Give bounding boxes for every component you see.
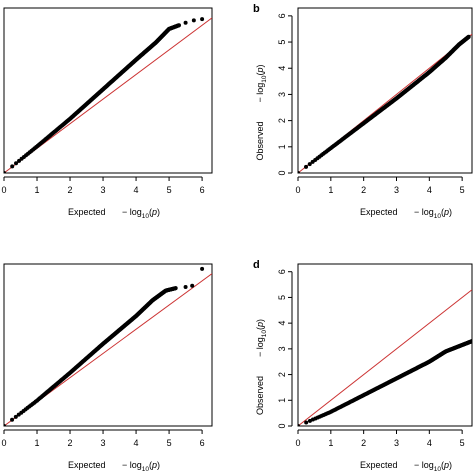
x-tick-label: 4	[427, 185, 432, 195]
y-tick-label: 1	[277, 398, 287, 403]
y-tick-label: 5	[277, 295, 287, 300]
x-axis-label: Expected	[360, 207, 398, 217]
x-tick-label: 1	[35, 185, 40, 195]
qq-point	[176, 23, 181, 28]
y-tick-label: 2	[277, 372, 287, 377]
qq-point-outlier	[191, 18, 196, 23]
qq-point-outlier	[183, 284, 188, 289]
x-tick-label: 2	[361, 438, 366, 448]
y-axis-unit: − log10(p)	[255, 319, 268, 357]
qq-panel-4: 0 1 2 3 4 5 Expected − log10(p) 0 1 2 3 4 5 6 Observed −…	[253, 259, 473, 473]
x-axis-unit: − log10(p)	[414, 207, 452, 220]
x-tick-label: 0	[295, 438, 300, 448]
x-tick-label: 1	[35, 438, 40, 448]
x-tick-label: 3	[101, 438, 106, 448]
y-tick-label: 4	[277, 321, 287, 326]
y-tick-label: 3	[277, 92, 287, 97]
x-axis-label: Expected	[68, 460, 106, 470]
x-axis-label: Expected	[360, 460, 398, 470]
x-axis: 0 1 2 3 4 5	[295, 429, 465, 448]
x-tick-label: 2	[68, 438, 73, 448]
qq-point-outlier	[200, 17, 205, 22]
y-tick-label: 6	[277, 13, 287, 18]
qq-point	[14, 161, 19, 166]
qq-panel-2: 0 1 2 3 4 5 Expected − log10(p) 0 1 2 3 4 5 6 Observed −…	[253, 3, 473, 220]
x-axis-unit: − log10(p)	[122, 460, 160, 473]
reference-line	[298, 289, 472, 426]
y-axis-label: Observed	[255, 376, 265, 415]
x-axis-unit: − log10(p)	[122, 207, 160, 220]
y-axis-unit: − log10(p)	[255, 64, 268, 102]
x-tick-label: 1	[328, 438, 333, 448]
x-tick-label: 6	[200, 185, 205, 195]
y-axis-label: Observed	[255, 121, 265, 160]
x-tick-label: 6	[200, 438, 205, 448]
qq-point	[298, 424, 300, 426]
x-tick-label: 3	[394, 438, 399, 448]
x-tick-label: 2	[361, 185, 366, 195]
plot-frame	[3, 263, 213, 427]
y-axis: 0 1 2 3 4 5 6	[277, 269, 293, 429]
qq-point	[307, 418, 312, 423]
qq-point	[304, 420, 309, 425]
x-axis: 0 1 2 3 4 5 6	[1, 429, 205, 448]
qq-point	[466, 34, 471, 39]
plot-frame	[297, 263, 473, 427]
x-tick-label: 4	[134, 438, 139, 448]
x-tick-label: 5	[460, 438, 465, 448]
x-tick-label: 5	[167, 438, 172, 448]
y-tick-label: 2	[277, 118, 287, 123]
x-tick-label: 0	[295, 185, 300, 195]
x-tick-label: 0	[1, 438, 6, 448]
x-tick-label: 4	[427, 438, 432, 448]
qq-point	[304, 164, 309, 169]
x-axis: 0 1 2 3 4 5 6	[1, 176, 205, 195]
plot-frame	[297, 7, 473, 174]
x-axis-unit: − log10(p)	[414, 460, 452, 473]
qq-point	[173, 286, 178, 291]
y-tick-label: 4	[277, 66, 287, 71]
qq-point-outlier	[190, 283, 195, 288]
y-tick-label: 0	[277, 170, 287, 175]
y-tick-label: 1	[277, 144, 287, 149]
qq-point	[4, 424, 6, 426]
panel-label: d	[253, 259, 260, 271]
x-tick-label: 5	[460, 185, 465, 195]
qq-point	[10, 417, 15, 422]
qq-point	[4, 171, 6, 173]
qq-point	[470, 339, 472, 344]
y-tick-label: 5	[277, 40, 287, 45]
y-tick-label: 0	[277, 423, 287, 428]
qq-points	[4, 17, 205, 173]
x-tick-label: 4	[134, 185, 139, 195]
qq-points	[298, 339, 472, 426]
y-tick-label: 3	[277, 346, 287, 351]
qq-point-outlier	[183, 20, 188, 25]
qq-point	[298, 171, 300, 173]
x-tick-label: 2	[68, 185, 73, 195]
qq-panel-1: 0 1 2 3 4 5 6 Expected − log10(p)	[1, 7, 213, 220]
x-tick-label: 3	[101, 185, 106, 195]
x-tick-label: 3	[394, 185, 399, 195]
y-axis: 0 1 2 3 4 5 6	[277, 13, 293, 176]
x-axis-label: Expected	[68, 207, 106, 217]
x-tick-label: 0	[1, 185, 6, 195]
y-tick-label: 6	[277, 269, 287, 274]
qq-points	[4, 266, 205, 426]
plot-frame	[3, 7, 213, 174]
x-tick-label: 1	[328, 185, 333, 195]
panel-label: b	[253, 3, 260, 15]
qq-point	[307, 162, 312, 167]
x-tick-label: 5	[167, 185, 172, 195]
qq-points	[298, 34, 471, 173]
x-axis: 0 1 2 3 4 5	[295, 176, 465, 195]
qq-panel-3: 0 1 2 3 4 5 6 Expected − log10(p)	[1, 263, 213, 473]
qq-point-outlier	[200, 266, 205, 271]
qq-point	[13, 414, 18, 419]
qq-point	[10, 164, 15, 169]
